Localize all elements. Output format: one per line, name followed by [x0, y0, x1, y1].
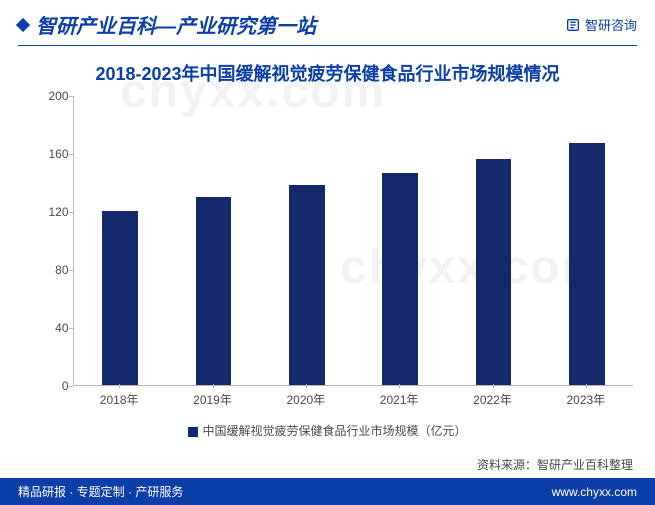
x-tick-mark	[586, 384, 587, 388]
x-tick-mark	[119, 384, 120, 388]
bar	[382, 173, 417, 385]
bar	[102, 211, 137, 385]
y-tick-mark	[69, 386, 73, 387]
header-divider	[18, 45, 637, 46]
x-tick-mark	[493, 384, 494, 388]
header: 智研产业百科—产业研究第一站 智研咨询	[0, 0, 655, 45]
bar	[196, 197, 231, 386]
legend: 中国缓解视觉疲劳保健食品行业市场规模（亿元）	[0, 422, 655, 439]
x-tick-mark	[399, 384, 400, 388]
x-tick-label: 2023年	[566, 391, 605, 408]
page-title: 智研产业百科—产业研究第一站	[36, 10, 316, 39]
chart: 04080120160200 2018年2019年2020年2021年2022年…	[23, 96, 633, 416]
legend-label: 中国缓解视觉疲劳保健食品行业市场规模（亿元）	[202, 424, 466, 438]
footer-right: www.chyxx.com	[552, 485, 637, 499]
brand-label: 智研咨询	[585, 15, 637, 34]
y-tick-label: 40	[23, 321, 69, 335]
x-tick-label: 2018年	[100, 391, 139, 408]
x-tick-label: 2020年	[286, 391, 325, 408]
y-tick-label: 200	[23, 89, 69, 103]
legend-swatch	[188, 427, 198, 437]
brand-badge: 智研咨询	[565, 15, 637, 34]
source-note: 资料来源：智研产业百科整理	[477, 456, 633, 473]
x-tick-mark	[213, 384, 214, 388]
footer: 精品研报 · 专题定制 · 产研服务 www.chyxx.com	[0, 478, 655, 505]
y-tick-label: 0	[23, 379, 69, 393]
bar	[476, 159, 511, 385]
y-tick-label: 80	[23, 263, 69, 277]
x-tick-label: 2019年	[193, 391, 232, 408]
bar	[289, 185, 324, 385]
plot-area	[73, 96, 633, 386]
brand-icon	[565, 17, 581, 33]
footer-left: 精品研报 · 专题定制 · 产研服务	[18, 483, 183, 500]
header-marker-icon	[16, 17, 30, 31]
bar	[569, 143, 604, 385]
header-left: 智研产业百科—产业研究第一站	[18, 10, 316, 39]
x-tick-label: 2021年	[380, 391, 419, 408]
y-tick-label: 160	[23, 147, 69, 161]
x-tick-mark	[306, 384, 307, 388]
x-tick-label: 2022年	[473, 391, 512, 408]
y-tick-label: 120	[23, 205, 69, 219]
chart-title: 2018-2023年中国缓解视觉疲劳保健食品行业市场规模情况	[0, 60, 655, 86]
